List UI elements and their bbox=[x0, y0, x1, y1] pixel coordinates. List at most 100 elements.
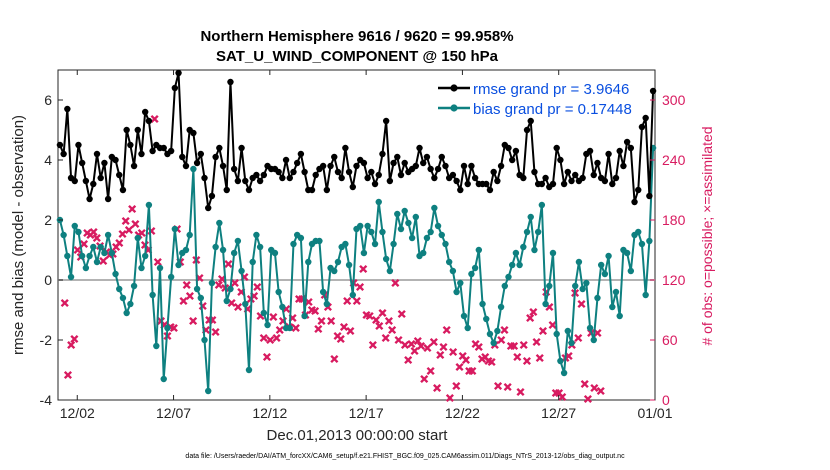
bias-point bbox=[205, 387, 212, 395]
obs-count-marker bbox=[211, 327, 220, 337]
bias-point bbox=[464, 324, 471, 332]
rmse-point bbox=[423, 153, 431, 161]
obs-count-marker bbox=[397, 309, 406, 319]
obs-count-marker bbox=[272, 333, 281, 343]
bias-point bbox=[216, 219, 223, 227]
obs-count-marker bbox=[346, 326, 355, 336]
rmse-point bbox=[190, 129, 197, 137]
rmse-point bbox=[401, 159, 408, 167]
bias-point bbox=[605, 252, 612, 260]
obs-count-marker bbox=[455, 362, 464, 372]
x-tick-label: 12/07 bbox=[156, 405, 191, 421]
rmse-point bbox=[82, 177, 90, 185]
rmse-point bbox=[149, 147, 156, 155]
legend-rmse-label: rmse grand pr = 3.9646 bbox=[473, 81, 629, 98]
obs-count-marker bbox=[423, 343, 432, 353]
obs-count-marker bbox=[336, 334, 345, 344]
bias-point bbox=[516, 261, 523, 269]
bias-point bbox=[245, 366, 253, 374]
bias-point bbox=[601, 270, 609, 278]
obs-count-marker bbox=[291, 323, 300, 333]
obs-count-marker bbox=[449, 347, 458, 357]
obs-count-marker bbox=[384, 316, 393, 326]
y-right-tick-label: 120 bbox=[662, 272, 686, 288]
rmse-point bbox=[375, 171, 382, 179]
bias-point bbox=[560, 369, 568, 377]
legend-bias-marker bbox=[450, 104, 458, 112]
bias-point bbox=[483, 315, 490, 323]
bias-point bbox=[553, 330, 560, 338]
obs-count-marker bbox=[352, 296, 361, 306]
bias-point bbox=[475, 246, 483, 254]
x-tick-label: 12/12 bbox=[252, 405, 287, 421]
rmse-point bbox=[242, 177, 249, 185]
bias-point bbox=[82, 264, 90, 272]
rmse-point bbox=[568, 177, 575, 185]
legend-bias-label: bias grand pr = 0.17448 bbox=[473, 101, 632, 118]
rmse-point bbox=[179, 153, 186, 161]
rmse-point bbox=[256, 177, 264, 185]
rmse-point bbox=[216, 144, 223, 152]
bias-point bbox=[386, 267, 394, 275]
rmse-point bbox=[579, 174, 586, 182]
obs-count-marker bbox=[590, 383, 599, 393]
bias-point bbox=[512, 249, 520, 257]
rmse-point bbox=[182, 162, 190, 170]
bias-point bbox=[75, 228, 82, 236]
bias-point bbox=[423, 234, 431, 242]
obs-count-marker bbox=[99, 256, 108, 266]
rmse-point bbox=[468, 162, 475, 170]
y-tick-label: -2 bbox=[40, 332, 53, 348]
rmse-point bbox=[457, 186, 464, 194]
bias-point bbox=[568, 339, 575, 347]
obs-count-marker bbox=[153, 257, 162, 267]
rmse-point bbox=[160, 144, 167, 152]
right-axis-ticks: 0 60 120 180 240 300 bbox=[650, 92, 686, 408]
bias-point bbox=[112, 270, 119, 278]
bias-point bbox=[201, 336, 208, 344]
obs-count-marker bbox=[596, 386, 605, 396]
bias-point bbox=[242, 300, 249, 308]
obs-count-marker bbox=[493, 381, 503, 391]
obs-count-marker bbox=[311, 306, 320, 316]
obs-count-marker bbox=[436, 350, 445, 360]
bias-point bbox=[264, 321, 271, 329]
y-tick-label: 0 bbox=[44, 272, 52, 288]
bias-point bbox=[349, 291, 356, 299]
bias-point bbox=[479, 300, 486, 308]
rmse-point bbox=[86, 195, 93, 203]
rmse-point bbox=[123, 126, 130, 134]
bias-point bbox=[305, 258, 312, 266]
bias-point bbox=[104, 231, 112, 239]
rmse-point bbox=[371, 180, 379, 188]
bias-point bbox=[457, 279, 464, 287]
rmse-point bbox=[520, 174, 527, 182]
bias-point bbox=[438, 231, 445, 239]
obs-count-marker bbox=[433, 383, 442, 393]
bias-point bbox=[531, 246, 538, 254]
bias-point bbox=[445, 258, 453, 266]
rmse-point bbox=[586, 147, 594, 155]
obs-count-marker bbox=[404, 355, 413, 365]
rmse-point bbox=[253, 171, 260, 179]
bias-point bbox=[334, 258, 342, 266]
bias-point bbox=[642, 291, 649, 299]
bias-point bbox=[97, 243, 104, 251]
bias-point bbox=[523, 228, 531, 236]
x-tick-label: 12/27 bbox=[541, 405, 576, 421]
y-right-tick-label: 240 bbox=[662, 152, 686, 168]
bias-series bbox=[56, 144, 657, 395]
rmse-point bbox=[104, 195, 112, 203]
obs-count-marker bbox=[388, 325, 397, 335]
obs-count-marker bbox=[381, 333, 390, 343]
bias-point bbox=[627, 267, 635, 275]
bias-point bbox=[390, 240, 397, 248]
rmse-point bbox=[490, 168, 497, 176]
rmse-point bbox=[434, 165, 442, 173]
bias-point bbox=[186, 231, 193, 239]
bias-point bbox=[164, 324, 171, 332]
obs-count-marker bbox=[442, 325, 451, 335]
obs-count-marker bbox=[577, 299, 586, 309]
obs-count-marker bbox=[580, 379, 589, 389]
obs-count-marker bbox=[262, 352, 271, 362]
